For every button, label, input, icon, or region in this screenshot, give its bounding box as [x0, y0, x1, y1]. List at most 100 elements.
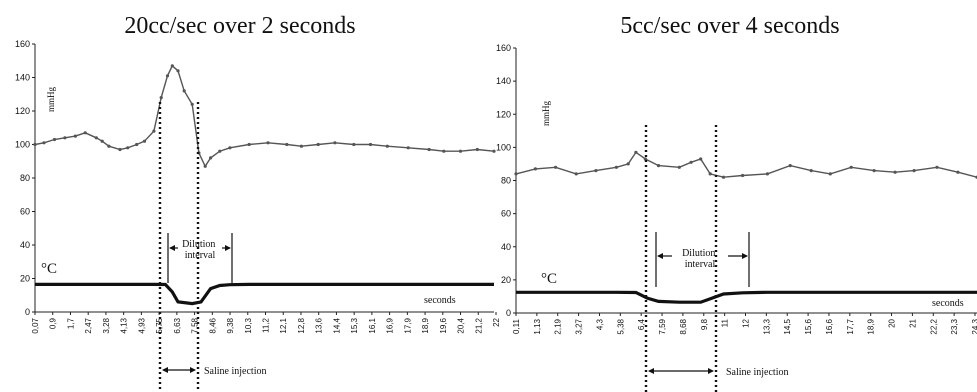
right-pressure-point: [533, 167, 538, 171]
right-x-tick-label: 4,3: [595, 318, 604, 330]
right-y-ticks: 0 20 40 60 80 100 120 140 160: [496, 43, 516, 318]
left-pressure-unit: mmHg: [46, 86, 56, 112]
left-pressure-point: [176, 69, 180, 73]
left-temperature-unit: °C: [41, 261, 57, 277]
left-x-tick-label: 0,9: [49, 317, 58, 329]
left-x-tick-label: 1,7: [66, 317, 75, 329]
right-chart-title: 5cc/sec over 4 seconds: [620, 13, 839, 39]
right-x-tick-label: 11: [721, 318, 730, 327]
right-dilution-label-line1: Dilution: [682, 248, 715, 259]
right-x-unit: seconds: [932, 298, 964, 309]
right-y-tick-label: 120: [496, 109, 511, 119]
left-x-tick-label: 8,46: [208, 317, 217, 333]
left-y-tick-label: 60: [20, 207, 30, 217]
left-x-tick-label: 13,6: [315, 317, 324, 333]
left-pressure-point: [182, 89, 186, 93]
left-pressure-line: [34, 64, 495, 168]
left-x-tick-label: 19,6: [439, 317, 448, 333]
right-pressure-line: [515, 151, 977, 178]
left-x-tick-label: 17,9: [403, 317, 412, 333]
left-y-tick-label: 0: [25, 307, 30, 317]
right-y-tick-label: 0: [506, 308, 511, 318]
right-x-tick-label: 22,2: [929, 318, 938, 334]
left-y-tick-label: 120: [15, 106, 30, 116]
right-pressure-point: [554, 165, 558, 169]
right-x-tick-label: 0,11: [512, 318, 521, 334]
left-x-tick-label: 12,1: [279, 317, 288, 333]
left-pressure-point: [142, 139, 147, 143]
left-pressure-point: [299, 144, 303, 148]
left-x-tick-label: 6,63: [173, 317, 182, 333]
left-saline-arrowhead-right: [190, 367, 196, 373]
left-pressure-point: [83, 131, 87, 135]
right-x-tick-label: 8,68: [679, 318, 688, 334]
left-pressure-point: [73, 134, 77, 138]
left-pressure-point: [247, 142, 251, 147]
left-pressure-point: [209, 156, 213, 160]
left-pressure-point: [285, 142, 289, 147]
right-y-tick-label: 20: [501, 275, 511, 285]
left-y-tick-label: 140: [15, 73, 30, 83]
left-x-tick-label: 20,4: [457, 317, 466, 333]
left-x-tick-label: 16,9: [386, 317, 395, 333]
left-dilution-arrowhead-right: [225, 245, 231, 251]
right-x-tick-label: 21: [908, 318, 917, 327]
right-x-tick-label: 7,59: [658, 318, 667, 334]
left-x-unit: seconds: [424, 295, 456, 306]
right-pressure-point: [741, 173, 745, 178]
right-y-tick-label: 160: [496, 43, 511, 53]
right-y-tick-label: 140: [496, 76, 511, 86]
left-chart: 20cc/sec over 2 seconds 0 20 40 60 80 100 120 1…: [15, 13, 501, 392]
left-pressure-point: [492, 149, 496, 153]
left-x-tick-label: 2,47: [84, 317, 93, 333]
right-pressure-point: [594, 169, 598, 173]
left-x-tick-label: 22: [492, 317, 501, 326]
right-x-tick-label: 5,38: [616, 318, 625, 334]
right-pressure-point: [626, 162, 630, 166]
left-pressure-point: [170, 64, 174, 68]
left-y-tick-label: 20: [20, 274, 30, 284]
left-y-tick-label: 80: [20, 173, 30, 183]
right-pressure-point: [809, 169, 813, 173]
left-y-ticks: 0 20 40 60 80 100 120 140 160: [15, 39, 35, 317]
right-pressure-point: [956, 170, 960, 174]
left-dilution-label-line2: interval: [185, 250, 216, 261]
left-dilution-arrowhead-left: [169, 245, 175, 251]
left-pressure-point: [266, 141, 270, 145]
left-pressure-point: [203, 164, 207, 168]
right-pressure-point: [634, 150, 638, 154]
right-saline-label: Saline injection: [726, 367, 789, 378]
right-x-tick-label: 9,8: [700, 318, 709, 330]
left-pressure-point: [475, 147, 479, 152]
right-pressure-point: [935, 165, 939, 169]
right-pressure-point: [912, 169, 916, 173]
right-pressure-point: [872, 169, 876, 173]
left-dilution-label: Dilution interval: [182, 239, 218, 261]
right-pressure-point: [643, 157, 648, 161]
right-pressure-point: [656, 164, 661, 168]
left-y-tick-label: 40: [20, 240, 30, 250]
left-x-tick-label: 4,93: [137, 317, 146, 333]
left-pressure-point: [42, 141, 46, 145]
right-saline-arrowhead-left: [648, 368, 654, 374]
right-pressure-unit: mmHg: [541, 100, 551, 126]
right-pressure-point: [614, 165, 619, 169]
left-x-tick-label: 14,4: [332, 317, 341, 333]
left-x-tick-label: 12,8: [297, 317, 306, 333]
left-pressure-point: [406, 146, 410, 150]
left-pressure-point: [126, 146, 130, 150]
right-pressure-point: [893, 170, 897, 174]
left-x-tick-label: 16,1: [368, 317, 377, 333]
right-x-tick-label: 1,13: [533, 318, 542, 334]
right-y-tick-label: 60: [501, 209, 511, 219]
right-saline-arrowhead-right: [708, 368, 714, 374]
left-x-ticks: 0,07 0,9 1,7 2,47 3,28 4,13 4,93 5,75 6,63 7,58 8,…: [31, 312, 501, 334]
left-pressure-point: [100, 139, 104, 143]
right-x-ticks: 0,11 1,13 2,19 3,27 4,3 5,38 6,4 7,59 8,68 9,8 11 1…: [512, 313, 977, 335]
left-y-tick-label: 100: [15, 140, 30, 150]
left-pressure-point: [352, 142, 356, 147]
left-y-tick-label: 160: [15, 39, 30, 49]
left-x-tick-label: 15,3: [350, 317, 359, 333]
left-x-tick-label: 7,58: [191, 317, 200, 333]
